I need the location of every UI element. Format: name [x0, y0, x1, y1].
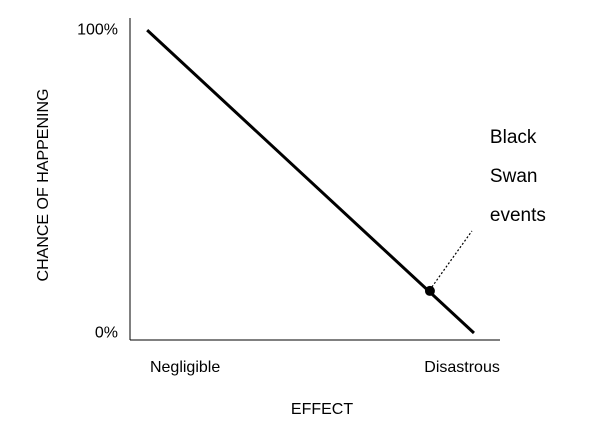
y-tick-label: 100%: [77, 21, 118, 38]
annotation-text: events: [490, 205, 546, 226]
annotation-point: [424, 285, 435, 296]
y-tick-label: 0%: [95, 324, 118, 341]
x-axis-title: EFFECT: [291, 401, 353, 418]
y-axis-title: CHANCE OF HAPPENING: [35, 89, 52, 282]
annotation-text: Black: [490, 127, 537, 148]
line: [146, 29, 475, 335]
x-tick-label: Negligible: [150, 359, 220, 376]
annotation-text: Swan: [490, 166, 538, 187]
x-tick-label: Disastrous: [424, 359, 500, 376]
annotation-connector: [431, 230, 473, 288]
